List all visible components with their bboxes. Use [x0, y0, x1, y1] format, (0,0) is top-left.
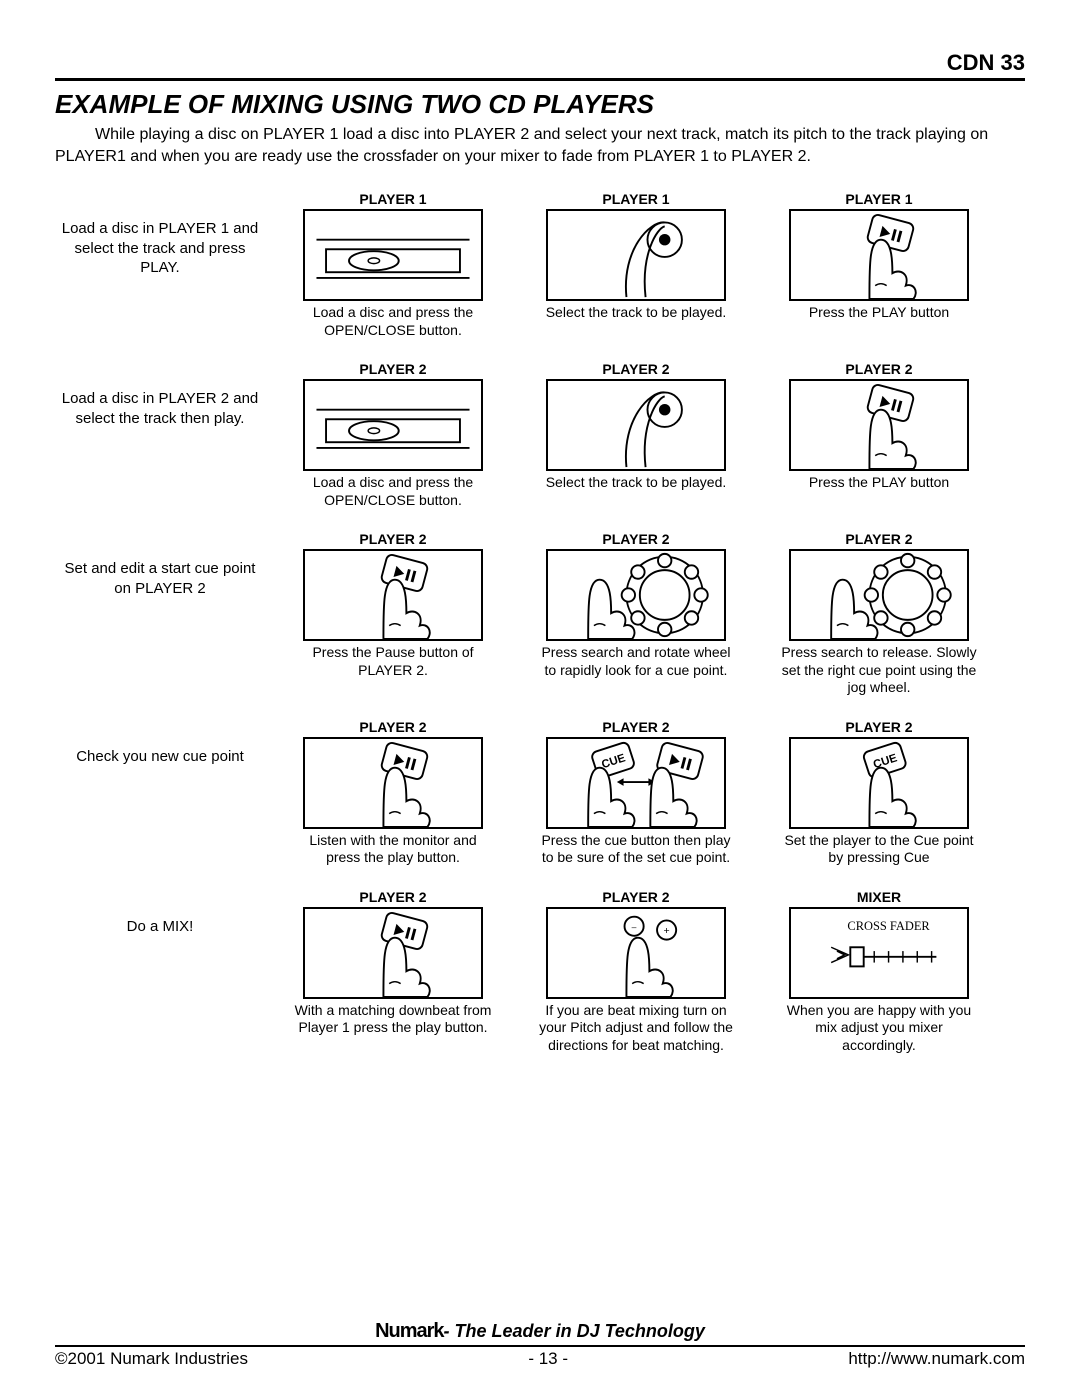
instruction-cell: PLAYER 1 Select the track to be played. [521, 191, 751, 339]
page-number: - 13 - [528, 1349, 568, 1369]
instruction-cell: PLAYER 2 Press search and rotate wheel to… [521, 531, 751, 697]
instruction-cell: PLAYER 2 Load a disc and press the OPEN/C… [283, 361, 503, 509]
illustration-box [303, 209, 483, 301]
instruction-cell: PLAYER 2 Listen with the monitor and pres… [283, 719, 503, 867]
caption: Press search and rotate wheel to rapidly… [536, 644, 736, 679]
instruction-grid: Load a disc in PLAYER 1 and select the t… [55, 191, 1025, 1054]
box-label: PLAYER 2 [845, 719, 912, 735]
illustration-box [303, 907, 483, 999]
caption: Load a disc and press the OPEN/CLOSE but… [293, 474, 493, 509]
box-label: MIXER [857, 889, 901, 905]
instruction-cell: MIXER When you are happy with you mix adj… [769, 889, 989, 1055]
box-label: PLAYER 2 [359, 719, 426, 735]
illustration-box [303, 379, 483, 471]
instruction-cell: PLAYER 2 Press search to release. Slowly … [769, 531, 989, 697]
box-label: PLAYER 2 [845, 361, 912, 377]
instruction-cell: PLAYER 2 With a matching downbeat from Pl… [283, 889, 503, 1055]
caption: If you are beat mixing turn on your Pitc… [536, 1002, 736, 1055]
illustration-box [789, 209, 969, 301]
illustration-box [789, 907, 969, 999]
box-label: PLAYER 2 [602, 361, 669, 377]
caption: Press search to release. Slowly set the … [779, 644, 979, 697]
row-label: Load a disc in PLAYER 1 and select the t… [55, 191, 265, 339]
copyright: ©2001 Numark Industries [55, 1349, 248, 1369]
row-label: Do a MIX! [55, 889, 265, 1055]
instruction-cell: PLAYER 2 Press the cue button then play t… [521, 719, 751, 867]
box-label: PLAYER 2 [602, 889, 669, 905]
illustration-box [546, 907, 726, 999]
box-label: PLAYER 2 [359, 531, 426, 547]
instruction-cell: PLAYER 1 Press the PLAY button [769, 191, 989, 339]
box-label: PLAYER 1 [359, 191, 426, 207]
caption: With a matching downbeat from Player 1 p… [293, 1002, 493, 1037]
illustration-box [546, 209, 726, 301]
intro-paragraph: While playing a disc on PLAYER 1 load a … [55, 124, 1025, 167]
instruction-cell: PLAYER 2 Set the player to the Cue point … [769, 719, 989, 867]
box-label: PLAYER 2 [602, 531, 669, 547]
instruction-cell: PLAYER 2 Select the track to be played. [521, 361, 751, 509]
row-label: Set and edit a start cue point on PLAYER… [55, 531, 265, 697]
box-label: PLAYER 2 [845, 531, 912, 547]
box-label: PLAYER 2 [602, 719, 669, 735]
footer: Numark- The Leader in DJ Technology ©200… [55, 1320, 1025, 1369]
box-label: PLAYER 2 [359, 361, 426, 377]
caption: Press the Pause button of PLAYER 2. [293, 644, 493, 679]
instruction-cell: PLAYER 2 Press the PLAY button [769, 361, 989, 509]
caption: Select the track to be played. [546, 304, 727, 322]
caption: Load a disc and press the OPEN/CLOSE but… [293, 304, 493, 339]
illustration-box [789, 379, 969, 471]
header-rule [55, 78, 1025, 81]
box-label: PLAYER 2 [359, 889, 426, 905]
page-title: EXAMPLE OF MIXING USING TWO CD PLAYERS [55, 89, 1025, 120]
illustration-box [303, 549, 483, 641]
row-label: Check you new cue point [55, 719, 265, 867]
box-label: PLAYER 1 [845, 191, 912, 207]
caption: When you are happy with you mix adjust y… [779, 1002, 979, 1055]
caption: Set the player to the Cue point by press… [779, 832, 979, 867]
illustration-box [546, 737, 726, 829]
caption: Listen with the monitor and press the pl… [293, 832, 493, 867]
caption: Press the PLAY button [809, 474, 949, 492]
instruction-cell: PLAYER 1 Load a disc and press the OPEN/C… [283, 191, 503, 339]
header-model: CDN 33 [55, 50, 1025, 78]
tagline: - The Leader in DJ Technology [444, 1321, 705, 1341]
instruction-cell: PLAYER 2 If you are beat mixing turn on y… [521, 889, 751, 1055]
footer-url: http://www.numark.com [848, 1349, 1025, 1369]
box-label: PLAYER 1 [602, 191, 669, 207]
illustration-box [546, 379, 726, 471]
caption: Select the track to be played. [546, 474, 727, 492]
caption: Press the cue button then play to be sur… [536, 832, 736, 867]
instruction-cell: PLAYER 2 Press the Pause button of PLAYER… [283, 531, 503, 697]
caption: Press the PLAY button [809, 304, 949, 322]
illustration-box [546, 549, 726, 641]
illustration-box [303, 737, 483, 829]
row-label: Load a disc in PLAYER 2 and select the t… [55, 361, 265, 509]
illustration-box [789, 737, 969, 829]
brand-logo: Numark [375, 1320, 443, 1342]
illustration-box [789, 549, 969, 641]
